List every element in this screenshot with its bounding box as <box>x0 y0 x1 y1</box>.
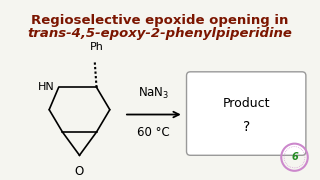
Text: 60 °C: 60 °C <box>138 126 170 139</box>
Text: Product: Product <box>222 97 270 110</box>
Text: $\mathrm{NaN_3}$: $\mathrm{NaN_3}$ <box>138 86 170 101</box>
Text: O: O <box>75 165 84 178</box>
Text: 6: 6 <box>291 152 298 162</box>
Text: trans-4,5-epoxy-2-phenylpiperidine: trans-4,5-epoxy-2-phenylpiperidine <box>28 27 292 40</box>
Text: HN: HN <box>38 82 55 92</box>
Text: ?: ? <box>243 120 250 134</box>
Text: Regioselective epoxide opening in: Regioselective epoxide opening in <box>31 14 289 27</box>
Text: Ph: Ph <box>90 42 103 52</box>
FancyBboxPatch shape <box>187 72 306 155</box>
